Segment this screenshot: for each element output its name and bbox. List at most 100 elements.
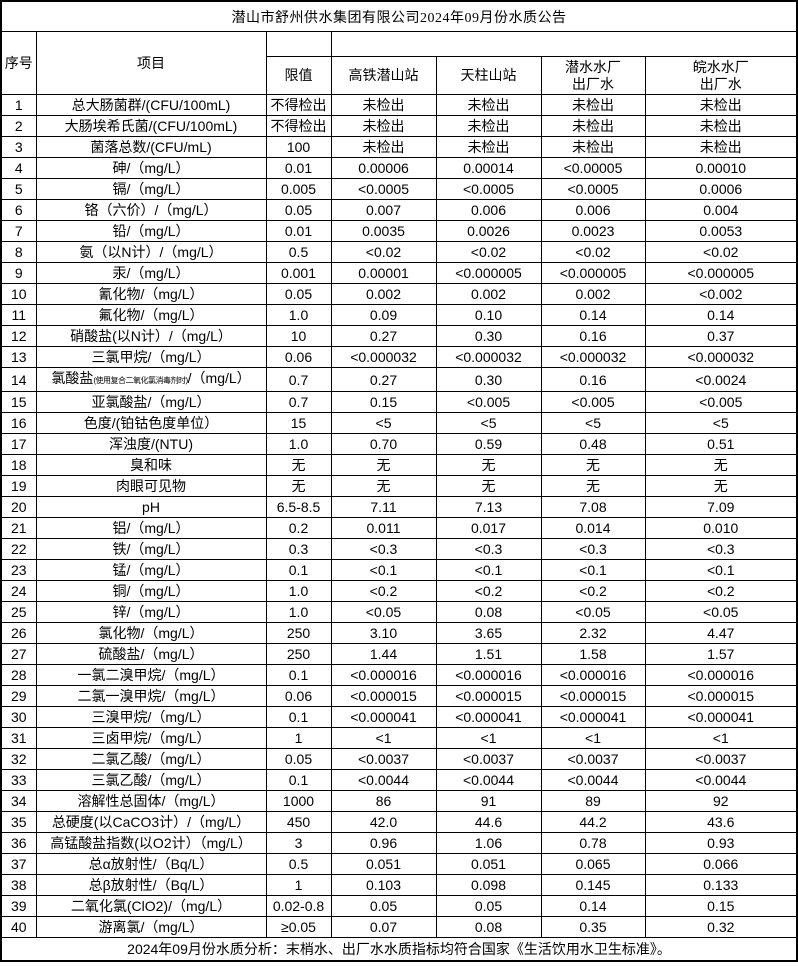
station-value-3: 未检出 [540, 136, 646, 158]
station-value-4: <0.000032 [644, 346, 798, 368]
station-value-3: 2.32 [540, 622, 646, 644]
row-serial: 4 [0, 157, 37, 179]
table-row: 20 pH 6.5-8.5 7.11 7.13 7.08 7.09 [0, 496, 798, 518]
station-value-4: 43.6 [644, 811, 798, 833]
station-value-3: <5 [540, 412, 646, 434]
station-value-1: <5 [330, 412, 437, 434]
station-value-1: <0.1 [330, 559, 437, 581]
table-row: 18 臭和味无无无无无 [0, 454, 798, 476]
station-value-3: <0.05 [540, 601, 646, 623]
limit-value: 0.3 [265, 538, 332, 560]
item-name: 镉/（mg/L） [35, 178, 267, 200]
row-serial: 36 [0, 832, 37, 854]
station-value-2: <0.0005 [435, 178, 542, 200]
item-name: 二氧化氯(ClO2)/（mg/L） [35, 895, 267, 917]
row-serial: 10 [0, 283, 37, 305]
item-name: 浑浊度/(NTU) [35, 433, 267, 455]
row-serial: 1 [0, 94, 37, 116]
station-value-1: 0.0035 [330, 220, 437, 242]
station-value-2: 0.05 [435, 895, 542, 917]
item-name: 溶解性总固体/（mg/L） [35, 790, 267, 812]
limit-value: 0.02-0.8 [265, 895, 332, 917]
station-value-3: 0.0023 [540, 220, 646, 242]
table-row: 11 氟化物/（mg/L） 1.0 0.09 0.10 0.14 0.14 [0, 304, 798, 326]
station-value-3: 0.006 [540, 199, 646, 221]
station-value-4: 0.0053 [644, 220, 798, 242]
station-value-2: 3.65 [435, 622, 542, 644]
station-value-1: <0.3 [330, 538, 437, 560]
station-value-2: 未检出 [435, 94, 542, 116]
station-value-3: <0.000032 [540, 346, 646, 368]
limit-value: 不得检出 [265, 115, 332, 137]
station-value-3: <0.005 [540, 391, 646, 413]
table-row: 14 氯酸盐(使用复合二氧化氯消毒剂时)/（mg/L） 0.7 0.27 0.30 0.1… [0, 367, 798, 392]
table-row: 2 大肠埃希氏菌/(CFU/100mL) 不得检出 未检出 未检出 未检出 未检出 [0, 115, 798, 137]
station-value-1: 0.27 [330, 325, 437, 347]
item-name: 三氯乙酸/（mg/L） [35, 769, 267, 791]
station-value-1: 无 [330, 454, 437, 476]
station-value-1: 0.05 [330, 895, 437, 917]
item-name: 二氯乙酸/（mg/L） [35, 748, 267, 770]
item-name: 游离氯/（mg/L） [35, 916, 267, 938]
table-row: 8 氨（以N计）/（mg/L） 0.5 <0.02 <0.02 <0.02 <0.02 [0, 241, 798, 263]
item-name: 铁/（mg/L） [35, 538, 267, 560]
station-value-2: <0.2 [435, 580, 542, 602]
row-serial: 39 [0, 895, 37, 917]
item-name: 锰/（mg/L） [35, 559, 267, 581]
column-header-item: 项目 [35, 31, 267, 95]
station-value-2: <0.000015 [435, 685, 542, 707]
station-value-1: 0.15 [330, 391, 437, 413]
station-value-3: <0.0037 [540, 748, 646, 770]
station-value-2: <1 [435, 727, 542, 749]
station-value-1: 0.70 [330, 433, 437, 455]
station-value-4: 未检出 [644, 94, 798, 116]
table-row: 21 铝/（mg/L） 0.2 0.011 0.017 0.014 0.010 [0, 517, 798, 539]
station-value-4: 0.32 [644, 916, 798, 938]
station-value-4: <0.002 [644, 283, 798, 305]
limit-value: 无 [265, 475, 332, 497]
limit-value: 不得检出 [265, 94, 332, 116]
station-value-1: 无 [330, 475, 437, 497]
limit-value: 250 [265, 643, 332, 665]
header-spacer-limit [265, 31, 332, 57]
station-value-3: 44.2 [540, 811, 646, 833]
station-value-2: 未检出 [435, 115, 542, 137]
station-value-4: <0.02 [644, 241, 798, 263]
row-serial: 17 [0, 433, 37, 455]
station-value-3: <0.02 [540, 241, 646, 263]
item-name: 锌/（mg/L） [35, 601, 267, 623]
table-row: 39 二氧化氯(ClO2)/（mg/L） 0.02-0.8 0.05 0.05 0.14 0… [0, 895, 798, 917]
station-value-2: <5 [435, 412, 542, 434]
table-row: 26 氯化物/（mg/L） 250 3.10 3.65 2.32 4.47 [0, 622, 798, 644]
item-name: 铅/（mg/L） [35, 220, 267, 242]
station-value-4: 0.93 [644, 832, 798, 854]
station-value-3: 0.48 [540, 433, 646, 455]
station-value-3: 0.014 [540, 517, 646, 539]
station-value-3: <0.2 [540, 580, 646, 602]
table-row: 33 三氯乙酸/（mg/L） 0.1 <0.0044 <0.0044 <0.0044 <0.… [0, 769, 798, 791]
limit-value: 15 [265, 412, 332, 434]
row-serial: 19 [0, 475, 37, 497]
row-serial: 18 [0, 454, 37, 476]
station-value-4: 92 [644, 790, 798, 812]
station-value-2: <0.000041 [435, 706, 542, 728]
header-spacer-stations [330, 31, 798, 57]
station-value-3: <0.00005 [540, 157, 646, 179]
station-value-2: 未检出 [435, 136, 542, 158]
row-serial: 9 [0, 262, 37, 284]
station-value-4: 0.51 [644, 433, 798, 455]
limit-value: 6.5-8.5 [265, 496, 332, 518]
station-value-2: <0.1 [435, 559, 542, 581]
item-name: 三氯甲烷/（mg/L） [35, 346, 267, 368]
station-value-2: 91 [435, 790, 542, 812]
row-serial: 23 [0, 559, 37, 581]
station-value-3: 0.14 [540, 304, 646, 326]
row-serial: 22 [0, 538, 37, 560]
row-serial: 8 [0, 241, 37, 263]
row-serial: 27 [0, 643, 37, 665]
limit-value: 1.0 [265, 580, 332, 602]
limit-value: 10 [265, 325, 332, 347]
item-name: 臭和味 [35, 454, 267, 476]
station-value-2: <0.0044 [435, 769, 542, 791]
footer-row: 2024年09月份水质分析：末梢水、出厂水水质指标均符合国家《生活饮用水卫生标准… [0, 937, 798, 962]
